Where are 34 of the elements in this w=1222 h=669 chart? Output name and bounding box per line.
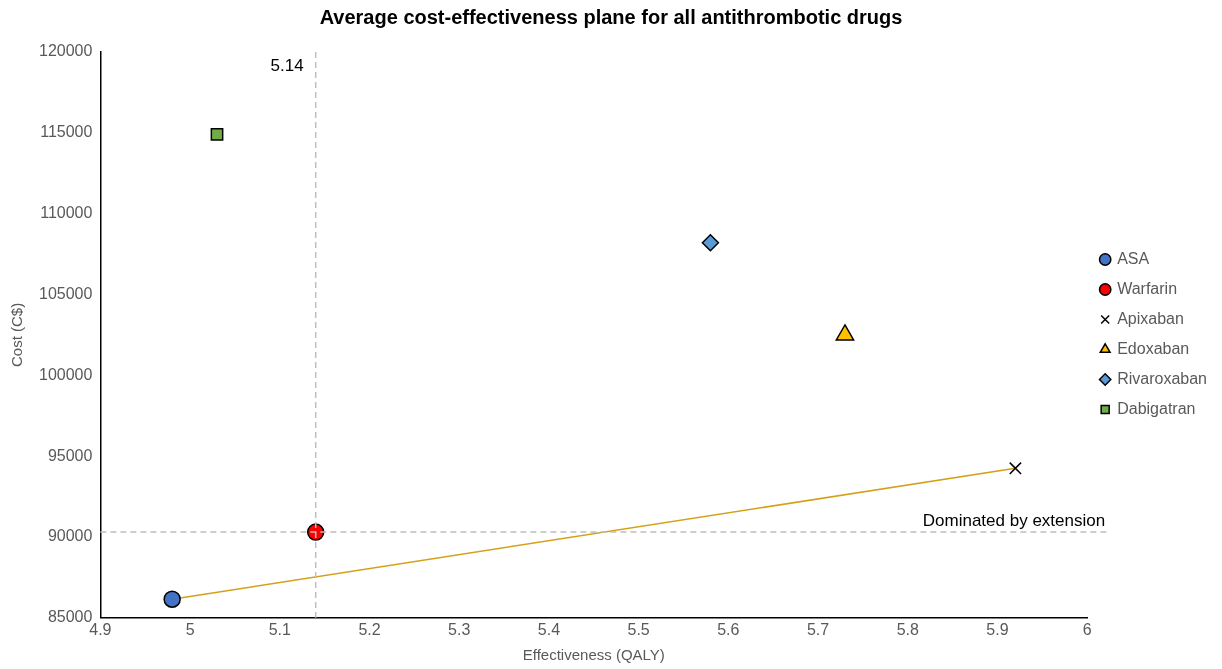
x-tick-label: 5.2 xyxy=(358,620,381,638)
legend-label: Warfarin xyxy=(1117,279,1178,297)
legend-label: Dabigatran xyxy=(1117,399,1196,417)
y-tick-label: 85000 xyxy=(47,608,93,626)
legend-label: Rivaroxaban xyxy=(1117,369,1207,387)
y-tick-label: 120000 xyxy=(39,42,93,60)
point xyxy=(210,128,224,141)
x-tick-label: 5.4 xyxy=(537,620,561,638)
chart-title: Average cost-effectiveness plane for all antithrombotic drugs xyxy=(319,5,903,28)
y-tick-label: 90000 xyxy=(47,527,93,545)
x-tick-label: 5.8 xyxy=(896,620,919,638)
legend-label: Edoxaban xyxy=(1117,339,1190,357)
x-axis-title: Effectiveness (QALY) xyxy=(522,646,665,664)
x-tick-label: 6 xyxy=(1082,620,1092,638)
x-tick-label: 5.9 xyxy=(986,620,1009,638)
x-tick-label: 5 xyxy=(185,620,195,638)
y-tick-label: 105000 xyxy=(39,284,93,302)
x-tick-label: 5.3 xyxy=(448,620,471,638)
point xyxy=(701,234,720,252)
y-axis-title: Cost (C$) xyxy=(8,302,26,367)
y-tick-label: 115000 xyxy=(40,123,93,141)
x-tick-label: 5.1 xyxy=(268,620,292,638)
ref-line-label: Dominated by extension xyxy=(922,511,1106,531)
y-tick-label: 100000 xyxy=(39,365,93,383)
ref-line-label: 5.14 xyxy=(270,56,304,76)
point xyxy=(1009,461,1022,475)
legend-label: Apixaban xyxy=(1117,309,1184,327)
y-tick-label: 95000 xyxy=(47,446,93,464)
point xyxy=(163,590,181,608)
x-tick-label: 5.5 xyxy=(627,620,650,638)
y-tick-label: 110000 xyxy=(40,204,93,222)
x-tick-label: 5.6 xyxy=(717,620,740,638)
x-tick-label: 5.7 xyxy=(806,620,830,638)
legend-label: ASA xyxy=(1117,249,1150,267)
